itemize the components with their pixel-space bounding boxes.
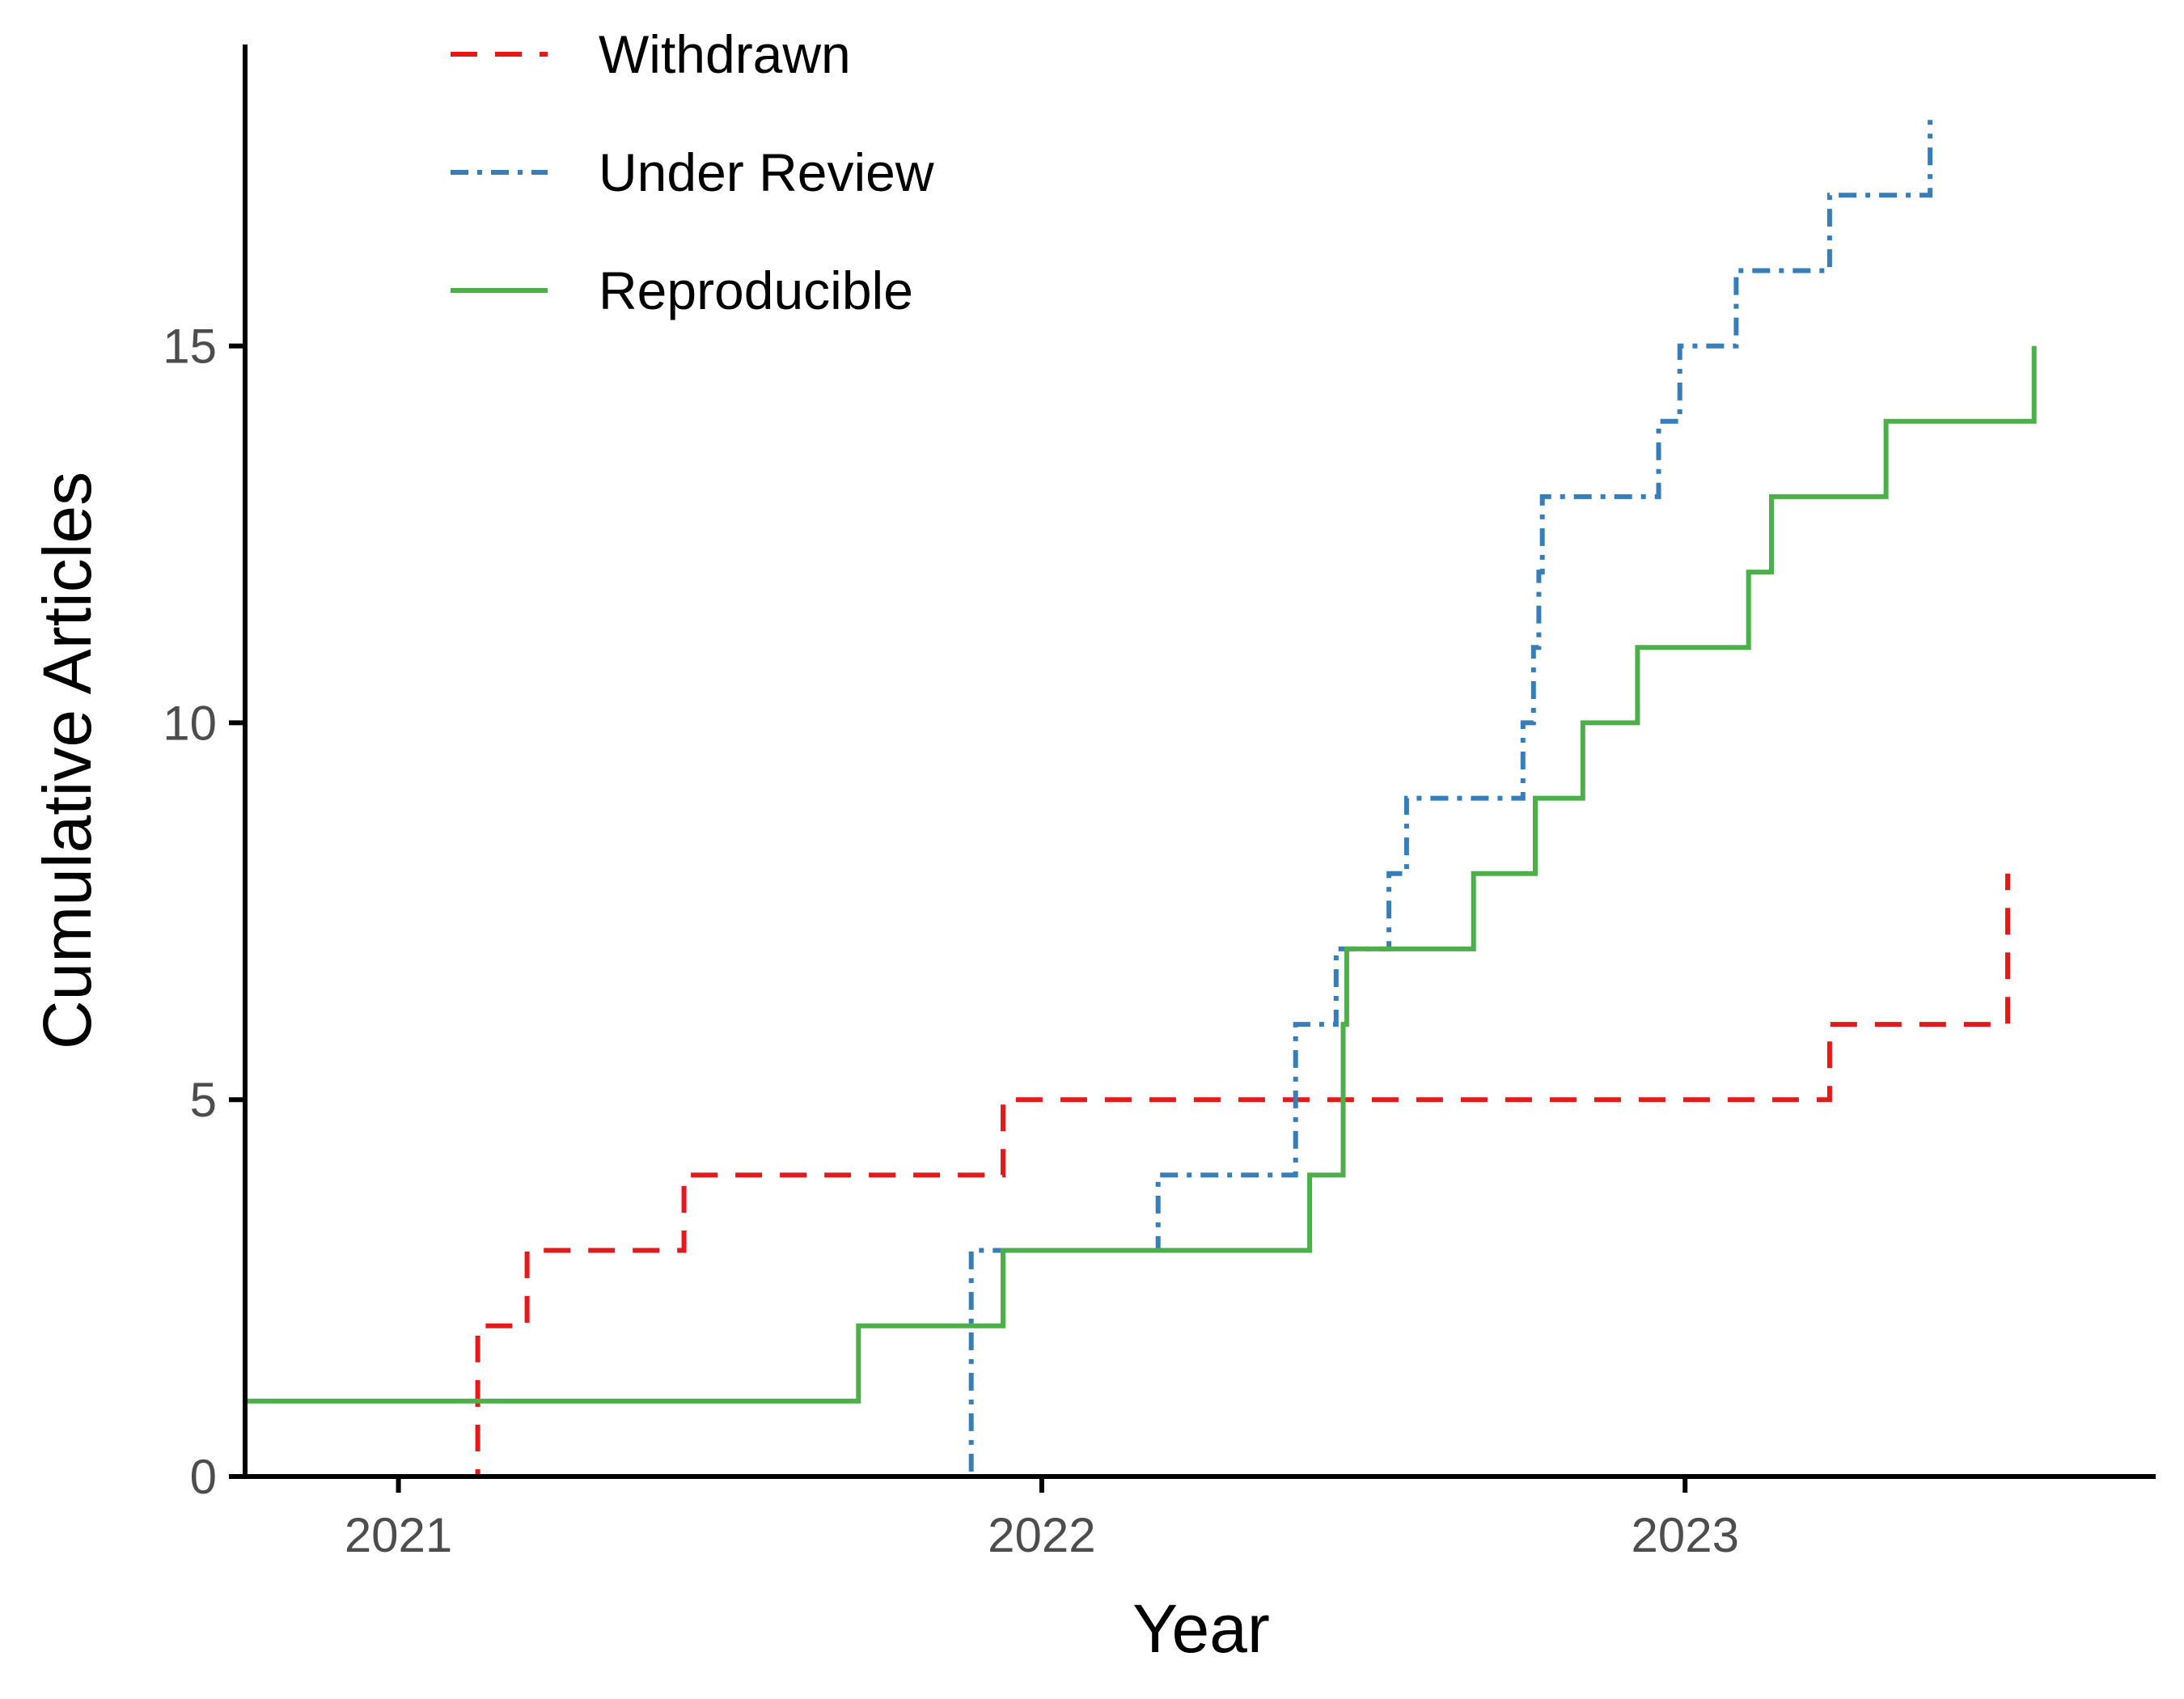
series-line-reproducible: [245, 345, 2037, 1404]
y-tick-label-15: 15: [163, 320, 217, 374]
legend: Withdrawn Under Review Reproducible: [451, 24, 934, 320]
series-layer: [245, 120, 2037, 1479]
legend-item-withdrawn: Withdrawn: [451, 24, 851, 84]
x-tick-label-2022: 2022: [988, 1508, 1095, 1562]
y-axis-title: Cumulative Articles: [29, 472, 105, 1049]
x-tick-label-2023: 2023: [1631, 1508, 1738, 1562]
series-line-under-review: [814, 120, 1933, 1479]
axes: [243, 44, 2156, 1479]
x-axis-title: Year: [1132, 1591, 1270, 1667]
y-tick-label-5: 5: [190, 1073, 217, 1127]
legend-label-withdrawn: Withdrawn: [599, 24, 851, 84]
y-tick-label-0: 0: [190, 1450, 217, 1504]
legend-item-under-review: Under Review: [451, 142, 934, 202]
series-line-withdrawn: [458, 873, 2010, 1479]
legend-label-reproducible: Reproducible: [599, 261, 913, 320]
legend-label-under-review: Under Review: [599, 142, 934, 202]
x-tick-label-2021: 2021: [345, 1508, 452, 1562]
y-tick-label-10: 10: [163, 696, 217, 750]
legend-item-reproducible: Reproducible: [451, 261, 913, 320]
ticks: 2021 2022 2023 0 5 10 15: [163, 320, 1739, 1562]
